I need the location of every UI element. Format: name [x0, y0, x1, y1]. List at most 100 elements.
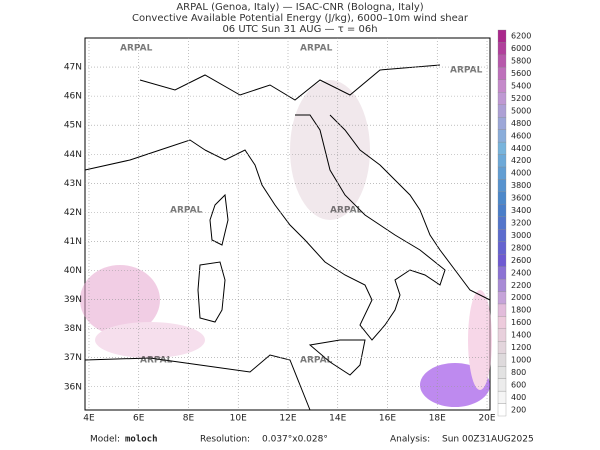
- colorbar-label: 3800: [511, 181, 531, 190]
- title-line: Convective Available Potential Energy (J…: [132, 13, 469, 24]
- colorbar-label: 2600: [511, 256, 531, 265]
- colorbar-segment: [497, 204, 507, 217]
- colorbar-label: 3600: [511, 194, 531, 203]
- footer-value: 0.037°x0.028°: [262, 435, 328, 445]
- lat-label: 47N: [64, 63, 82, 73]
- colorbar-label: 600: [511, 380, 526, 389]
- colorbar-label: 5400: [511, 82, 531, 91]
- lat-label: 42N: [64, 208, 82, 218]
- lat-label: 45N: [64, 121, 82, 131]
- coastlines: [84, 64, 491, 411]
- colorbar-segment: [497, 303, 507, 317]
- colorbar-label: 5000: [511, 106, 531, 115]
- colorbar-segment: [497, 166, 507, 180]
- watermark: ARPAL: [330, 206, 363, 216]
- lon-label: 20E: [478, 414, 495, 424]
- colorbar-segment: [497, 266, 507, 280]
- colorbar-label: 2400: [511, 268, 531, 277]
- colorbar-label: 3400: [511, 206, 531, 215]
- lon-label: 10E: [230, 414, 247, 424]
- lat-label: 41N: [64, 237, 82, 247]
- colorbar-segment: [497, 141, 507, 155]
- footer-value: moloch: [125, 435, 158, 445]
- colorbar-segment: [497, 253, 507, 267]
- colorbar-label: 5200: [511, 94, 531, 103]
- footer-value: Sun 00Z31AUG2025: [442, 435, 534, 445]
- colorbar-label: 1600: [511, 318, 531, 327]
- colorbar-segment: [497, 42, 507, 56]
- colorbar-label: 4800: [511, 119, 531, 128]
- colorbar-segment: [497, 291, 507, 305]
- colorbar-label: 2800: [511, 243, 531, 252]
- colorbar-segment: [497, 229, 507, 242]
- colorbar-segment: [497, 117, 507, 130]
- colorbar-label: 400: [511, 393, 526, 402]
- colorbar-label: 200: [511, 405, 526, 414]
- colorbar-segment: [497, 79, 507, 93]
- lon-label: 8E: [183, 414, 195, 424]
- lat-label: 36N: [64, 382, 82, 392]
- footer-label: Model:: [90, 435, 120, 445]
- colorbar-segment: [497, 54, 507, 68]
- colorbar-segment: [497, 341, 507, 354]
- colorbar-label: 3200: [511, 219, 531, 228]
- lat-label: 39N: [64, 295, 82, 305]
- colorbar-label: 4200: [511, 156, 531, 165]
- colorbar-label: 1000: [511, 355, 531, 364]
- colorbar-segment: [497, 104, 507, 118]
- colorbar-segment: [497, 191, 507, 205]
- colorbar-segment: [497, 92, 507, 105]
- lon-label: 14E: [329, 414, 346, 424]
- colorbar-label: 6000: [511, 44, 531, 53]
- watermark: ARPAL: [170, 206, 203, 216]
- colorbar-segment: [497, 241, 507, 255]
- watermark: ARPAL: [300, 356, 333, 366]
- colorbar-segment: [497, 179, 507, 193]
- lon-label: 16E: [379, 414, 396, 424]
- colorbar-label: 1400: [511, 331, 531, 340]
- colorbar-segment: [497, 378, 507, 392]
- colorbar-segment: [497, 129, 507, 143]
- colorbar-label: 3000: [511, 231, 531, 240]
- colorbar-label: 1200: [511, 343, 531, 352]
- colorbar-segment: [497, 403, 507, 417]
- colorbar-label: 4600: [511, 131, 531, 140]
- colorbar-label: 800: [511, 368, 526, 377]
- colorbar-segment: [497, 67, 507, 80]
- watermark: ARPAL: [120, 44, 153, 54]
- footer-label: Analysis:: [390, 435, 430, 445]
- watermark: ARPAL: [300, 44, 333, 54]
- colorbar-segment: [497, 366, 507, 379]
- lat-label: 40N: [64, 266, 82, 276]
- colorbar-segment: [497, 390, 507, 404]
- colorbar-label: 2000: [511, 293, 531, 302]
- colorbar-label: 6200: [511, 32, 531, 41]
- colorbar-segment: [497, 278, 507, 292]
- colorbar-label: 5600: [511, 69, 531, 78]
- lon-label: 4E: [83, 414, 95, 424]
- watermark: ARPAL: [450, 66, 483, 76]
- colorbar-label: 2200: [511, 281, 531, 290]
- title-line: 06 UTC Sun 31 AUG — τ = 06h: [222, 24, 377, 35]
- colorbar-segment: [497, 316, 507, 329]
- colorbar-label: 1800: [511, 306, 531, 315]
- colorbar-segment: [497, 154, 507, 168]
- colorbar-segment: [497, 328, 507, 342]
- colorbar-label: 4000: [511, 169, 531, 178]
- footer-label: Resolution:: [200, 435, 250, 445]
- title-line: ARPAL (Genoa, Italy) — ISAC-CNR (Bologna…: [176, 2, 423, 13]
- colorbar-label: 4400: [511, 144, 531, 153]
- lat-label: 43N: [64, 179, 82, 189]
- lat-label: 46N: [64, 92, 82, 102]
- colorbar-segment: [497, 216, 507, 230]
- colorbar-segment: [497, 29, 507, 43]
- watermark: ARPAL: [140, 356, 173, 366]
- lon-label: 6E: [133, 414, 145, 424]
- lat-label: 37N: [64, 353, 82, 363]
- colorbar-segment: [497, 353, 507, 367]
- colorbar-label: 5800: [511, 57, 531, 66]
- lon-label: 18E: [429, 414, 446, 424]
- lat-label: 44N: [64, 150, 82, 160]
- lon-label: 12E: [279, 414, 296, 424]
